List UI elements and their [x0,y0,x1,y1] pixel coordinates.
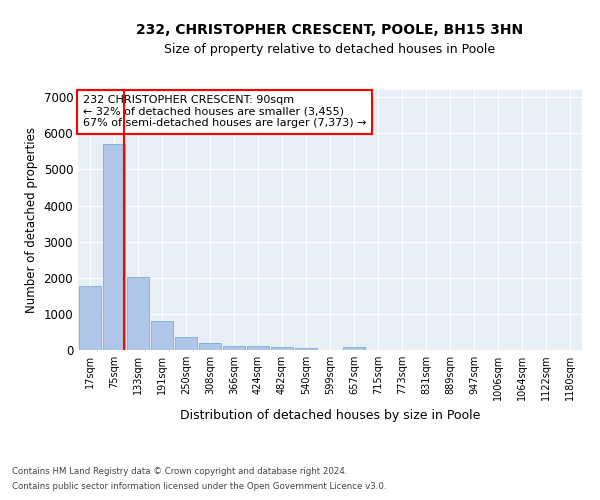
Text: Contains public sector information licensed under the Open Government Licence v3: Contains public sector information licen… [12,482,386,491]
Y-axis label: Number of detached properties: Number of detached properties [25,127,38,313]
Bar [79,286,101,350]
Bar [223,346,245,350]
Bar [151,321,173,350]
X-axis label: Distribution of detached houses by size in Poole: Distribution of detached houses by size … [180,408,480,422]
Text: 232 CHRISTOPHER CRESCENT: 90sqm
← 32% of detached houses are smaller (3,455)
67%: 232 CHRISTOPHER CRESCENT: 90sqm ← 32% of… [83,95,367,128]
Text: Size of property relative to detached houses in Poole: Size of property relative to detached ho… [164,42,496,56]
Bar [247,346,269,350]
Bar [103,144,125,350]
Bar [127,277,149,350]
Text: Contains HM Land Registry data © Crown copyright and database right 2024.: Contains HM Land Registry data © Crown c… [12,467,347,476]
Bar [199,343,221,350]
Bar [343,347,365,350]
Text: 232, CHRISTOPHER CRESCENT, POOLE, BH15 3HN: 232, CHRISTOPHER CRESCENT, POOLE, BH15 3… [136,22,524,36]
Bar [295,348,317,350]
Bar [175,336,197,350]
Bar [271,347,293,350]
